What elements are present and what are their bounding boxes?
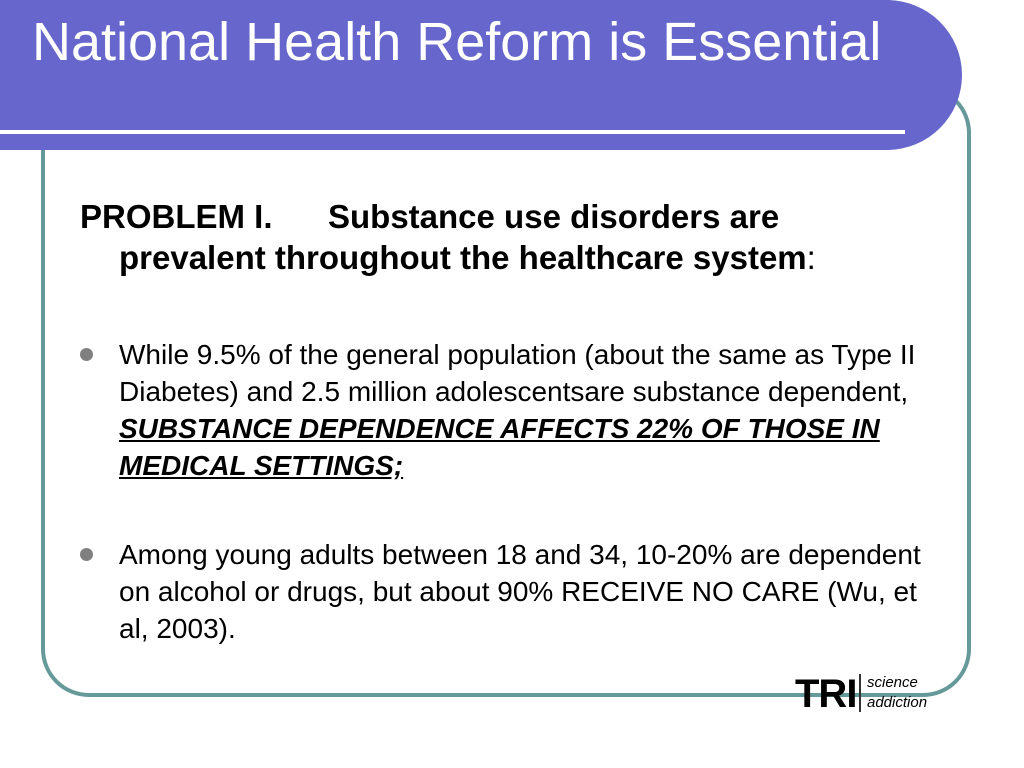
logo-main-text: TRI — [795, 672, 857, 716]
logo-line-addiction: addiction — [867, 694, 928, 711]
problem-label: PROBLEM I. — [80, 198, 273, 235]
bullet-item-1: While 9.5% of the general population (ab… — [80, 336, 950, 484]
bullet-text-1: While 9.5% of the general population (ab… — [119, 336, 950, 484]
logo-line-science: science — [867, 674, 918, 691]
slide-title: National Health Reform is Essential — [32, 12, 882, 72]
problem-colon: : — [806, 239, 816, 276]
problem-statement: PROBLEM I. Substance use disorders are pr… — [80, 196, 940, 278]
title-underline — [0, 130, 905, 134]
problem-text-line1: Substance use disorders are — [328, 198, 780, 235]
bullet-1-body: While 9.5% of the general population (ab… — [119, 339, 916, 407]
bullet-1-emphasis: SUBSTANCE DEPENDENCE AFFECTS 22% OF THOS… — [119, 413, 880, 481]
logo-divider — [859, 674, 861, 712]
title-banner: National Health Reform is Essential — [0, 0, 962, 150]
problem-text-continued: prevalent throughout the healthcare syst… — [80, 237, 940, 278]
bullet-item-2: Among young adults between 18 and 34, 10… — [80, 536, 950, 647]
content-frame — [41, 85, 971, 697]
problem-text-rest: prevalent throughout the healthcare syst… — [119, 239, 807, 276]
bullet-2-body: Among young adults between 18 and 34, 10… — [119, 539, 921, 644]
bullet-dot-icon — [80, 348, 93, 361]
bullet-text-2: Among young adults between 18 and 34, 10… — [119, 536, 950, 647]
bullet-dot-icon — [80, 548, 93, 561]
